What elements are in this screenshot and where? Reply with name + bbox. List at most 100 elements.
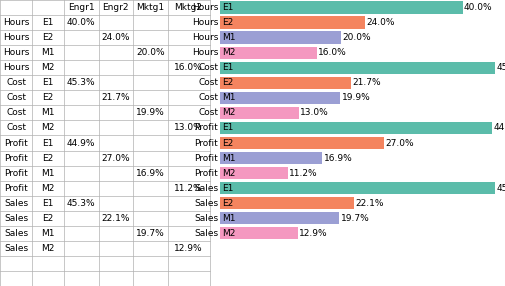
Text: Engr2: Engr2 — [103, 3, 129, 12]
Text: 12.9%: 12.9% — [299, 229, 328, 238]
Text: Profit: Profit — [5, 169, 28, 178]
Text: E2: E2 — [42, 154, 54, 162]
Text: 27.0%: 27.0% — [102, 154, 130, 162]
Text: E1: E1 — [42, 199, 54, 208]
Text: Cost: Cost — [6, 124, 26, 132]
Text: 20.0%: 20.0% — [136, 48, 165, 57]
Text: M1: M1 — [41, 229, 55, 238]
Text: 13.0%: 13.0% — [300, 108, 329, 117]
Text: 21.7%: 21.7% — [102, 93, 130, 102]
Text: 20.0%: 20.0% — [342, 33, 371, 42]
Text: Cost: Cost — [6, 108, 26, 117]
Text: M2: M2 — [41, 184, 55, 193]
Text: E2: E2 — [222, 78, 233, 87]
Text: E1: E1 — [42, 78, 54, 87]
Text: M2: M2 — [41, 124, 55, 132]
Text: Sales: Sales — [4, 199, 28, 208]
Text: 19.9%: 19.9% — [136, 108, 165, 117]
Text: 44.9%: 44.9% — [494, 124, 505, 132]
Text: Profit: Profit — [5, 154, 28, 162]
Bar — [220, 197, 354, 209]
Text: 22.1%: 22.1% — [355, 199, 384, 208]
Text: 45.3%: 45.3% — [496, 184, 505, 193]
Text: Hours: Hours — [192, 48, 218, 57]
Text: Hours: Hours — [3, 63, 29, 72]
Text: 21.7%: 21.7% — [353, 78, 381, 87]
Text: Mktg2: Mktg2 — [175, 3, 203, 12]
Text: 24.0%: 24.0% — [102, 33, 130, 42]
Bar — [220, 31, 341, 44]
Text: 27.0%: 27.0% — [385, 138, 414, 148]
Text: E2: E2 — [222, 199, 233, 208]
Text: E1: E1 — [222, 63, 233, 72]
Text: 19.9%: 19.9% — [342, 93, 371, 102]
Text: Engr1: Engr1 — [68, 3, 94, 12]
Bar — [220, 77, 351, 89]
Text: M2: M2 — [222, 169, 235, 178]
Text: 11.2%: 11.2% — [174, 184, 203, 193]
Text: Sales: Sales — [4, 214, 28, 223]
Text: M1: M1 — [41, 48, 55, 57]
Bar — [220, 107, 298, 119]
Text: 16.9%: 16.9% — [324, 154, 352, 162]
Text: E2: E2 — [42, 33, 54, 42]
Text: 16.9%: 16.9% — [136, 169, 165, 178]
Text: 45.3%: 45.3% — [67, 199, 95, 208]
Text: M2: M2 — [222, 108, 235, 117]
Text: E1: E1 — [222, 3, 233, 12]
Text: Cost: Cost — [198, 63, 218, 72]
Text: Sales: Sales — [194, 199, 218, 208]
Text: M1: M1 — [222, 33, 235, 42]
Text: E2: E2 — [222, 18, 233, 27]
Text: Sales: Sales — [194, 214, 218, 223]
Text: 13.0%: 13.0% — [174, 124, 203, 132]
Bar — [220, 137, 384, 149]
Text: 22.1%: 22.1% — [102, 214, 130, 223]
Bar — [220, 152, 322, 164]
Bar — [220, 227, 298, 239]
Text: E2: E2 — [42, 93, 54, 102]
Text: Profit: Profit — [5, 184, 28, 193]
Text: Sales: Sales — [194, 184, 218, 193]
Text: Profit: Profit — [194, 124, 218, 132]
Text: Hours: Hours — [192, 33, 218, 42]
Text: Profit: Profit — [194, 138, 218, 148]
Text: Profit: Profit — [194, 154, 218, 162]
Text: Mktg1: Mktg1 — [136, 3, 165, 12]
Text: Cost: Cost — [6, 93, 26, 102]
Text: Profit: Profit — [194, 169, 218, 178]
Text: Hours: Hours — [192, 3, 218, 12]
Text: M2: M2 — [222, 48, 235, 57]
Text: 40.0%: 40.0% — [464, 3, 492, 12]
Text: 16.0%: 16.0% — [318, 48, 347, 57]
Text: M1: M1 — [41, 169, 55, 178]
Text: 24.0%: 24.0% — [367, 18, 395, 27]
Bar — [220, 47, 317, 59]
Text: E2: E2 — [42, 214, 54, 223]
Text: 19.7%: 19.7% — [341, 214, 370, 223]
Text: Hours: Hours — [3, 33, 29, 42]
Text: 12.9%: 12.9% — [174, 244, 203, 253]
Text: 45.3%: 45.3% — [496, 63, 505, 72]
Text: E2: E2 — [222, 138, 233, 148]
Text: Cost: Cost — [198, 93, 218, 102]
Text: 11.2%: 11.2% — [289, 169, 318, 178]
Text: M1: M1 — [222, 93, 235, 102]
Text: M1: M1 — [222, 214, 235, 223]
Text: M1: M1 — [222, 154, 235, 162]
Text: Cost: Cost — [198, 108, 218, 117]
Text: 45.3%: 45.3% — [67, 78, 95, 87]
Text: Cost: Cost — [198, 78, 218, 87]
Text: E1: E1 — [222, 184, 233, 193]
Bar — [220, 16, 366, 29]
Text: Cost: Cost — [6, 78, 26, 87]
Text: M2: M2 — [41, 63, 55, 72]
Bar — [220, 182, 495, 194]
Text: Hours: Hours — [3, 48, 29, 57]
Text: M2: M2 — [41, 244, 55, 253]
Text: E1: E1 — [42, 138, 54, 148]
Text: M1: M1 — [41, 108, 55, 117]
Text: Sales: Sales — [194, 229, 218, 238]
Text: E1: E1 — [222, 124, 233, 132]
Text: 44.9%: 44.9% — [67, 138, 95, 148]
